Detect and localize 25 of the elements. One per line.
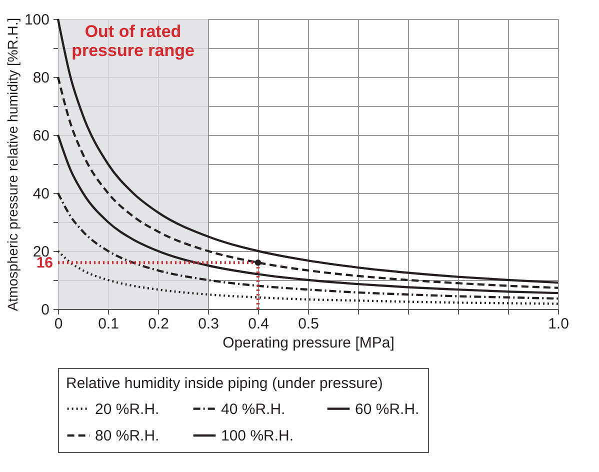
y-tick-label: 40 — [32, 186, 50, 202]
legend-label: 100 %R.H. — [221, 428, 294, 444]
x-axis-title: Operating pressure [MPa] — [222, 334, 394, 352]
y-axis-title: Atmospheric pressure relative humidity [%R.H.] — [4, 18, 20, 312]
legend-label: 20 %R.H. — [95, 400, 160, 418]
line-series — [56, 134, 560, 294]
x-tick-label: 0.1 — [98, 316, 119, 332]
band-label: Out of rated pressure range — [72, 22, 194, 60]
line-series — [56, 250, 560, 305]
line-series — [56, 76, 560, 289]
x-tick-label: 0.5 — [298, 316, 319, 332]
x-tick-label: 0.2 — [148, 316, 169, 332]
line-series — [56, 192, 560, 300]
legend-label: 60 %R.H. — [355, 400, 420, 418]
x-tick-label: 0.3 — [198, 316, 219, 332]
y-tick-label: 80 — [32, 70, 50, 86]
x-tick-label: 0.4 — [248, 316, 269, 332]
y-tick-label: 100 — [24, 12, 50, 28]
legend-label: 80 %R.H. — [95, 428, 160, 444]
legend-title: Relative humidity inside piping (under pressure) — [66, 375, 383, 392]
y-tick-label: 60 — [32, 128, 50, 144]
x-tick-label: 0 — [54, 316, 63, 332]
x-tick-label: 1.0 — [548, 316, 569, 332]
legend-label: 40 %R.H. — [221, 400, 286, 418]
y-tick-label: 0 — [41, 302, 50, 318]
